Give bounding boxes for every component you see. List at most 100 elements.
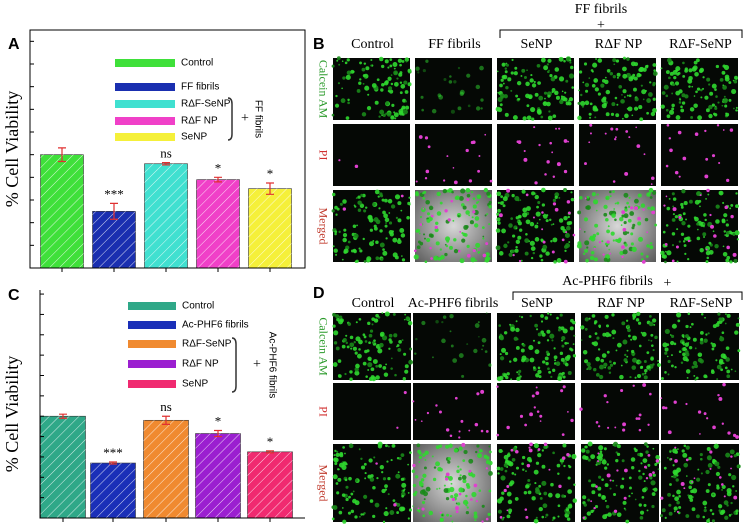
cell-pink [485,242,489,246]
cell-green [426,212,431,216]
cell-green [696,191,701,196]
cell-green [587,498,591,502]
cell-green [665,108,669,112]
cell-green [439,201,443,205]
cell-green [404,369,409,374]
cell-green [551,519,554,522]
cell-green [629,211,635,216]
cell-green [621,321,626,326]
cell-green [538,95,544,101]
cell-green [687,224,691,228]
cell-green [685,358,689,362]
cell-green [707,483,711,487]
cell-pink [478,155,481,157]
cell-green [347,322,352,326]
cell-green [615,458,619,463]
row-label: Calcein AM [316,317,330,376]
cell-green [661,254,666,259]
cell-green [553,260,557,264]
cell-green [487,512,491,517]
cell-green [623,192,629,198]
cell-green [371,341,375,344]
cell-green [595,58,597,60]
cell-green [661,91,666,95]
cell-pink [534,181,538,185]
cell-pink [396,426,399,429]
cell-green [717,465,721,469]
cell-green [671,92,674,95]
cell-green [381,488,386,494]
cell-green [616,512,622,518]
cell-pink [561,238,565,242]
cell-green [616,72,621,77]
cell-green [375,240,379,245]
cell-pink [642,208,645,211]
cell-green [497,107,503,113]
cell-green [654,463,658,467]
cell-green [699,452,703,457]
cell-green [671,103,675,108]
cell-green [604,332,610,338]
cell-green [631,466,635,470]
cell-green [384,444,388,448]
cell-pink [625,130,629,133]
cell-green [346,345,350,349]
cell-pink [647,423,650,426]
cell-green [553,355,558,360]
cell-green [448,476,453,481]
cell-green [612,337,615,340]
cell-green [422,473,427,478]
cell-pink [647,453,651,457]
cell-pink [609,479,612,482]
cell-pink [539,420,542,422]
cell-pink [481,520,484,523]
cell-green [622,89,627,94]
cell-green [352,346,357,351]
cell-green [543,445,547,449]
cell-green [737,317,740,320]
cell-green [614,218,617,222]
cell-pink [650,183,653,185]
cell-green [592,199,599,205]
cell-green [425,199,430,205]
cell-green [652,108,657,113]
cell-green [549,333,555,339]
cell-pink [445,428,450,432]
cell-green [631,114,634,117]
cell-green [506,453,511,457]
cell-green [365,66,370,71]
column-header: Control [351,37,394,52]
cell-green [683,244,687,247]
cell-pink [671,259,675,263]
cell-green [581,105,585,108]
cell-pink [444,209,448,213]
cell-green [342,519,347,524]
cell-green [419,489,426,495]
cell-green [375,364,379,368]
cell-pink [499,515,503,519]
cell-green [348,443,354,449]
cell-green [415,337,418,341]
cell-green [563,244,568,249]
cell-green [564,190,567,192]
cell-green [596,193,599,196]
cell-green [674,81,680,86]
cell-green [543,91,548,95]
cell-green [388,221,393,225]
cell-green [616,103,619,106]
cell-green [624,96,626,98]
cell-green [678,505,682,509]
cell-pink [452,167,455,169]
cell-green [719,317,724,321]
cell-green [335,213,338,216]
cell-green [650,339,653,342]
cell-green [734,75,738,80]
cell-green [515,94,519,98]
cell-green [338,230,341,234]
cell-green [362,82,365,85]
cell-green [593,341,599,347]
bracket-symbol: + [253,357,261,372]
cell-pink [468,469,472,473]
cell-green [540,330,545,334]
cell-green [550,76,556,82]
